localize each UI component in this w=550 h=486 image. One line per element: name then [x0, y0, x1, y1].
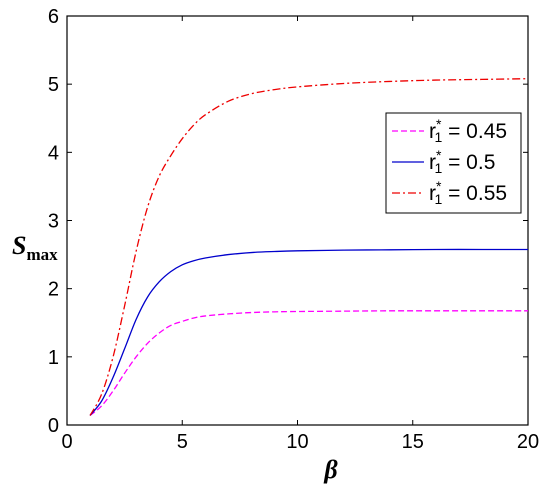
- x-tick-label: 5: [177, 431, 188, 453]
- x-tick-label: 10: [286, 431, 308, 453]
- series-layer: [89, 78, 529, 416]
- y-tick-label: 6: [48, 6, 59, 28]
- legend-label-2: r* 1 = 0.5: [429, 147, 495, 176]
- y-axis-label-main: S: [12, 231, 26, 260]
- x-tick-label: 0: [61, 431, 72, 453]
- plot-frame: [66, 15, 529, 426]
- x-tick-label: 15: [402, 431, 424, 453]
- y-tick-label: 1: [48, 347, 59, 369]
- y-axis-label-sub: max: [26, 245, 58, 264]
- legend-box: [385, 112, 522, 214]
- legend-label-3: r* 1 = 0.55: [429, 178, 507, 207]
- x-tick-label: 20: [517, 431, 539, 453]
- y-axis-label: Smax: [12, 231, 58, 264]
- ticks-layer: 0 5 10 15 20 0 1 2 3 4 5 6: [48, 6, 539, 453]
- series-line-3: [89, 78, 529, 416]
- y-tick-label: 3: [48, 211, 59, 233]
- y-tick-label: 4: [48, 142, 59, 164]
- series-line-2: [89, 248, 528, 416]
- x-axis-label: β: [323, 455, 338, 484]
- plot-area: [66, 15, 529, 426]
- y-tick-label: 0: [48, 415, 59, 437]
- y-tick-label: 2: [48, 279, 59, 301]
- legend: r* 1 = 0.45r* 1 = 0.5r* 1 = 0.55: [385, 112, 522, 214]
- series-line-1: [89, 310, 528, 416]
- y-tick-label: 5: [48, 74, 59, 96]
- legend-label-1: r* 1 = 0.45: [429, 116, 507, 145]
